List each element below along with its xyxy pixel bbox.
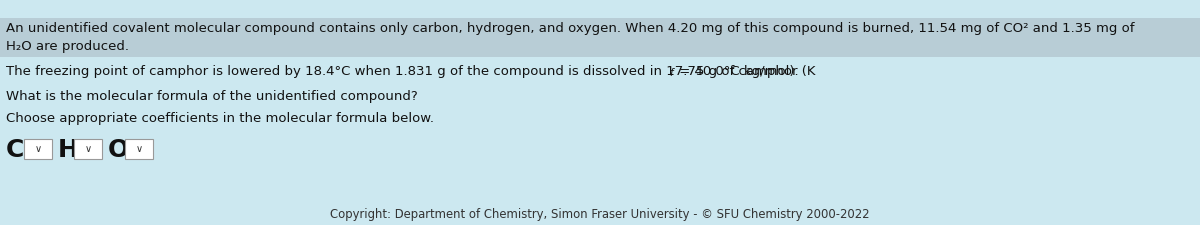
Text: = 40.0°C kg/mol).: = 40.0°C kg/mol).: [674, 65, 798, 78]
Text: What is the molecular formula of the unidentified compound?: What is the molecular formula of the uni…: [6, 90, 418, 103]
Text: ∨: ∨: [136, 144, 143, 154]
Bar: [0, 18, 1200, 57]
FancyBboxPatch shape: [24, 139, 52, 159]
Text: O: O: [108, 138, 130, 162]
Text: Choose appropriate coefficients in the molecular formula below.: Choose appropriate coefficients in the m…: [6, 112, 434, 125]
Text: H: H: [58, 138, 79, 162]
Text: An unidentified covalent molecular compound contains only carbon, hydrogen, and : An unidentified covalent molecular compo…: [6, 22, 1134, 35]
Text: f: f: [670, 68, 673, 78]
FancyBboxPatch shape: [125, 139, 154, 159]
Text: ∨: ∨: [84, 144, 91, 154]
Text: The freezing point of camphor is lowered by 18.4°C when 1.831 g of the compound : The freezing point of camphor is lowered…: [6, 65, 816, 78]
Text: ∨: ∨: [35, 144, 42, 154]
FancyBboxPatch shape: [74, 139, 102, 159]
Text: Copyright: Department of Chemistry, Simon Fraser University - © SFU Chemistry 20: Copyright: Department of Chemistry, Simo…: [330, 208, 870, 221]
Text: H₂O are produced.: H₂O are produced.: [6, 40, 130, 53]
Text: C: C: [6, 138, 24, 162]
